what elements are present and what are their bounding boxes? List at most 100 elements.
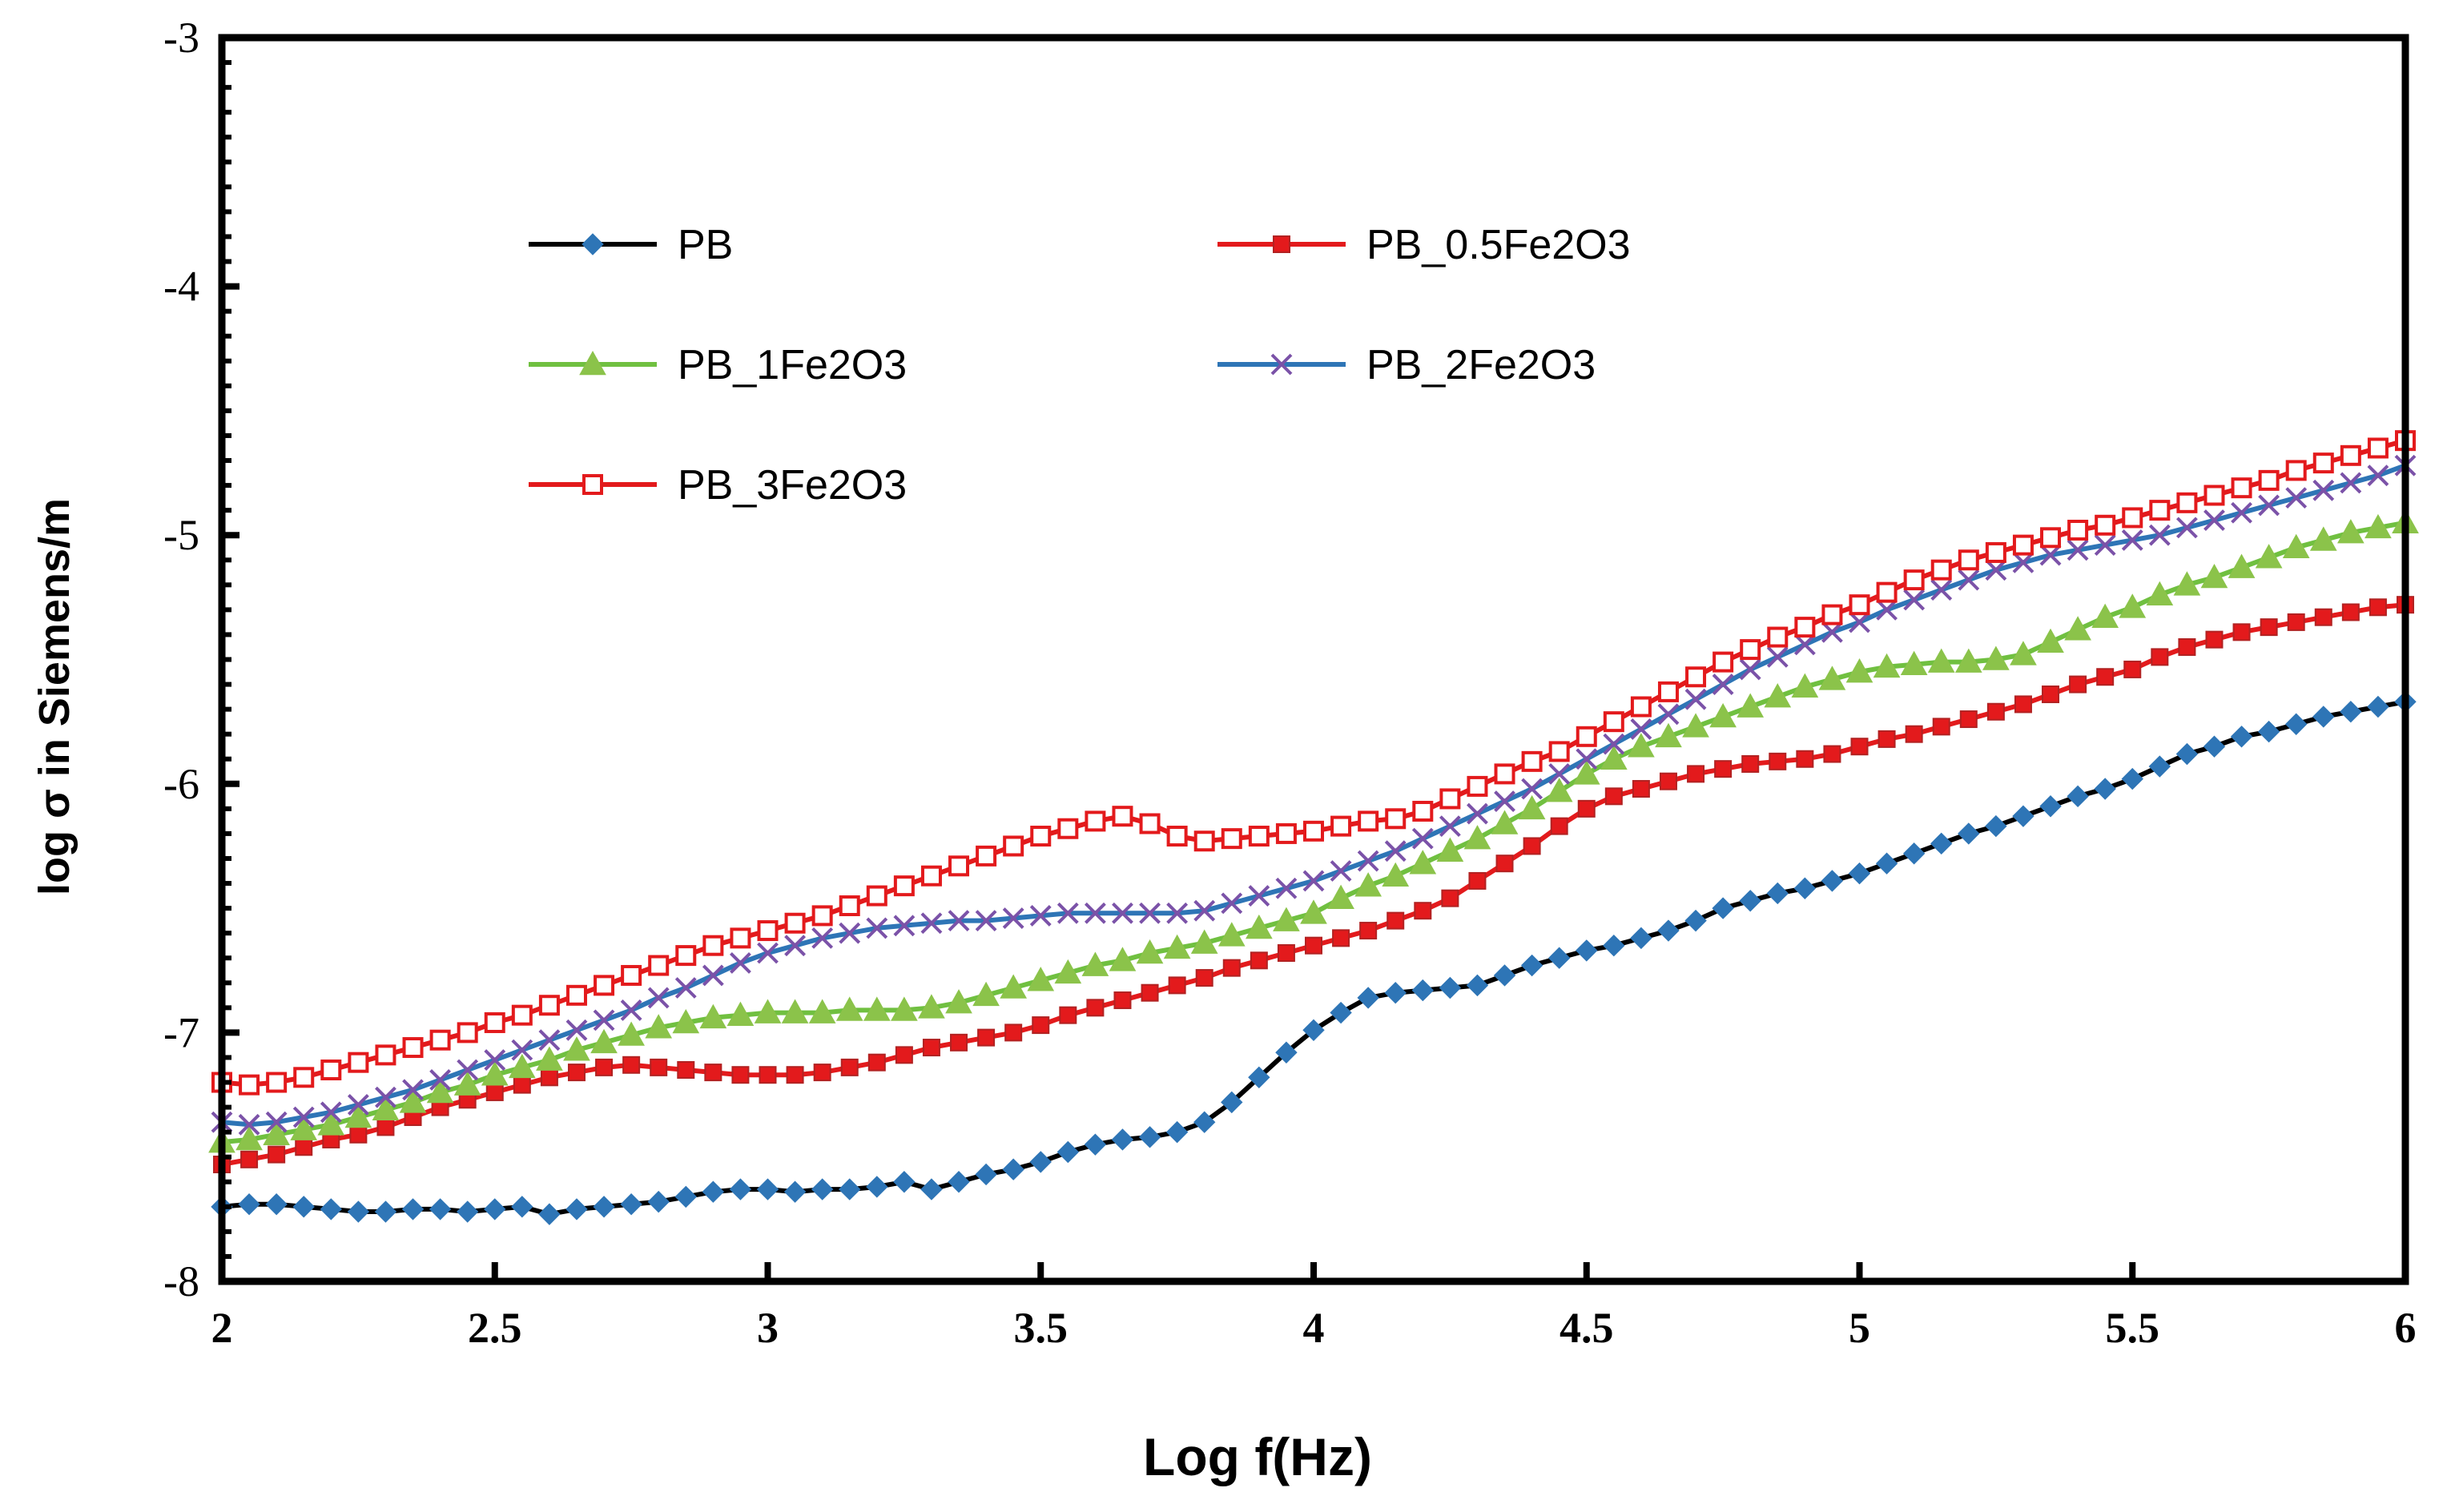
data-point (375, 1086, 396, 1108)
data-point (2255, 544, 2283, 569)
data-point (647, 987, 670, 1009)
data-point (1163, 934, 1191, 959)
data-point (484, 1049, 506, 1071)
legend-entry-PB_1Fe2O3: PB_1Fe2O3 (529, 342, 907, 388)
data-point (945, 989, 972, 1014)
data-point (1168, 976, 1186, 995)
data-point (866, 1176, 888, 1198)
axis-layer: -3 -4 -5 -6 -7 -82 2.5 3 3.5 4 4.5 5 5.5 6 (163, 14, 2416, 1352)
data-point (621, 964, 642, 986)
data-point (485, 1083, 504, 1101)
data-point (2176, 492, 2198, 513)
data-point (1873, 653, 1901, 678)
data-point (1982, 645, 2010, 670)
data-point (1466, 974, 1489, 997)
data-point (1687, 765, 1705, 783)
data-point (1436, 837, 1464, 862)
data-point (1386, 911, 1405, 930)
data-point (1056, 1140, 1080, 1164)
data-point (1712, 651, 1734, 673)
data-point (2285, 460, 2307, 481)
data-point (1217, 922, 1246, 947)
data-point (239, 1074, 260, 1096)
data-point (1932, 718, 1950, 736)
data-point (759, 1066, 777, 1084)
data-point (2364, 513, 2392, 539)
data-point (593, 1196, 615, 1218)
data-point (1603, 711, 1624, 733)
data-point (1084, 1133, 1107, 1156)
data-point (2149, 500, 2171, 521)
data-point (1714, 760, 1733, 778)
data-point (536, 1046, 563, 1071)
data-point (893, 915, 916, 937)
data-point (784, 935, 806, 957)
data-point (1439, 815, 1461, 838)
data-point (920, 865, 942, 887)
data-point (1493, 964, 1516, 987)
data-point (620, 999, 642, 1021)
data-point (674, 1185, 697, 1208)
data-point (538, 1203, 561, 1225)
data-point (1682, 713, 1709, 738)
data-point (2232, 623, 2251, 641)
data-point (457, 1022, 478, 1044)
data-point (453, 1071, 481, 1096)
data-point (1903, 589, 1926, 611)
data-point (729, 1178, 752, 1200)
data-point (1190, 929, 1218, 954)
data-point (1414, 902, 1432, 920)
data-point (1113, 991, 1132, 1010)
data-point (1659, 772, 1677, 790)
data-point (1330, 815, 1352, 837)
data-point (1494, 790, 1515, 812)
data-point (699, 1003, 727, 1029)
data-point (484, 1198, 506, 1220)
data-point (538, 995, 560, 1016)
data-point (1084, 902, 1106, 924)
data-point (1821, 870, 1844, 892)
data-point (2369, 598, 2387, 617)
data-point (1523, 837, 1541, 855)
data-point (1354, 872, 1382, 897)
data-point (563, 1036, 590, 1061)
data-point (1684, 909, 1707, 932)
plot-layer (208, 430, 2419, 1225)
data-point (513, 1076, 531, 1094)
data-point (320, 1059, 342, 1080)
data-point (1029, 1151, 1052, 1173)
data-point (376, 1118, 395, 1136)
data-point (975, 910, 997, 932)
data-point (1029, 905, 1052, 927)
data-point (240, 1150, 259, 1168)
data-point (622, 1056, 641, 1074)
data-point (1632, 780, 1650, 798)
data-point (1849, 611, 1870, 633)
y-tick-label: -6 (163, 760, 199, 808)
legend-label: PB_0.5Fe2O3 (1366, 222, 1631, 268)
data-point (1409, 850, 1437, 875)
data-point (402, 1079, 424, 1101)
data-point (374, 1200, 397, 1223)
data-point (1275, 877, 1298, 899)
data-point (1794, 617, 1816, 638)
data-point (726, 1001, 755, 1026)
data-point (866, 885, 887, 907)
data-point (702, 935, 724, 956)
data-point (1600, 745, 1628, 770)
data-point (1845, 658, 1873, 683)
data-point (2258, 494, 2280, 517)
data-point (1139, 813, 1161, 834)
data-point (1954, 648, 1982, 673)
data-point (648, 955, 670, 976)
data-point (2340, 472, 2362, 494)
data-point (511, 1004, 533, 1026)
data-point (1902, 842, 1926, 865)
x-tick-label: 3.5 (1014, 1304, 1069, 1352)
data-point (1384, 840, 1407, 863)
data-point (1657, 919, 1680, 942)
series-PB_0.5Fe2O3 (213, 596, 2414, 1174)
data-point (1518, 794, 1546, 820)
data-point (893, 875, 915, 897)
data-point (675, 945, 697, 967)
